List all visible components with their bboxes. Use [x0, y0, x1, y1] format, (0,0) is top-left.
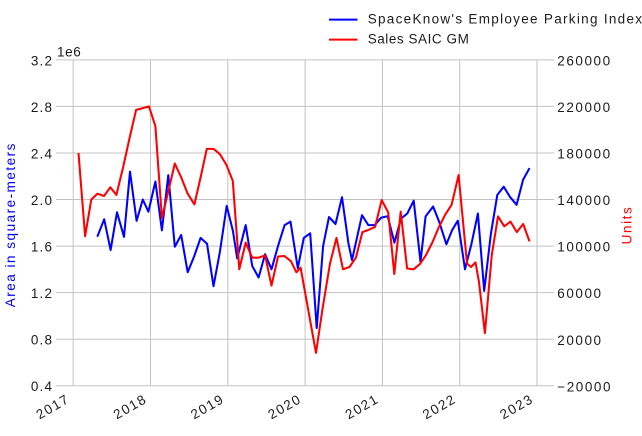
svg-text:140000: 140000: [557, 193, 611, 208]
svg-text:Sales SAIC GM: Sales SAIC GM: [368, 32, 470, 47]
svg-text:60000: 60000: [557, 286, 602, 301]
svg-text:Units: Units: [619, 206, 634, 245]
svg-text:1.2: 1.2: [31, 286, 53, 301]
svg-text:SpaceKnow's Employee Parking I: SpaceKnow's Employee Parking Index: [368, 12, 642, 27]
svg-text:100000: 100000: [557, 240, 611, 255]
svg-text:2.8: 2.8: [31, 100, 53, 115]
svg-text:220000: 220000: [557, 100, 611, 115]
svg-text:20000: 20000: [557, 333, 602, 348]
svg-text:Area in square-meters: Area in square-meters: [3, 142, 18, 307]
svg-text:1.6: 1.6: [31, 240, 53, 255]
svg-text:1e6: 1e6: [57, 45, 81, 60]
svg-text:180000: 180000: [557, 147, 611, 162]
svg-text:2.0: 2.0: [31, 193, 53, 208]
svg-text:0.4: 0.4: [31, 379, 53, 394]
svg-text:2.4: 2.4: [31, 146, 53, 161]
svg-text:260000: 260000: [557, 54, 611, 69]
svg-text:3.2: 3.2: [31, 53, 53, 68]
svg-text:−20000: −20000: [557, 379, 612, 394]
svg-text:0.8: 0.8: [31, 333, 53, 348]
